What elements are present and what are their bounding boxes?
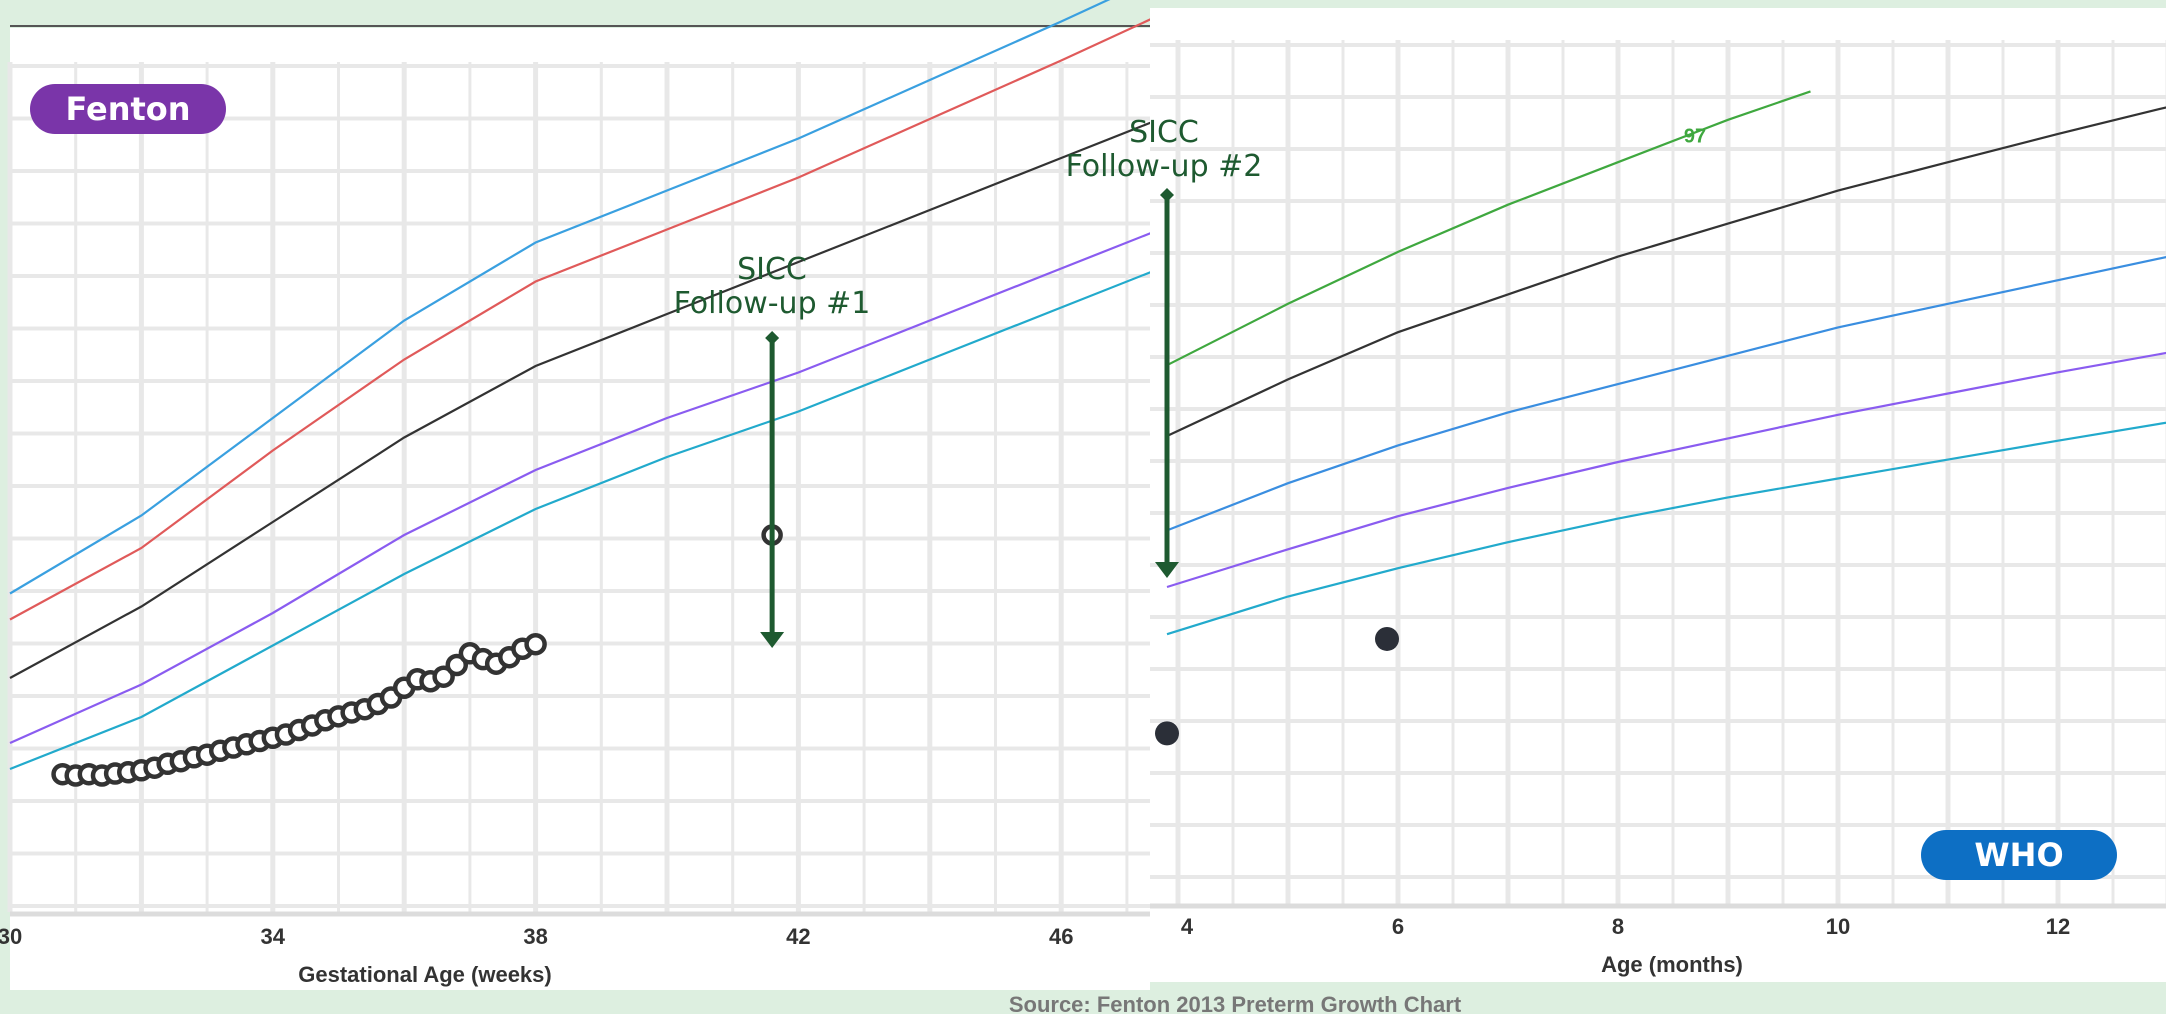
fenton-x-tick-label: 46	[1049, 924, 1073, 949]
fenton-chart-panel: 30 34 38 42 46 Gestational Age (weeks)	[0, 0, 1161, 990]
who-measurement-point	[1375, 626, 1399, 651]
source-caption: Source: Fenton 2013 Preterm Growth Chart	[1009, 992, 1462, 1014]
who-curve-label-97: 97	[1684, 125, 1706, 147]
fenton-curve-5	[9, 267, 1161, 771]
fenton-measurement-points	[51, 524, 783, 787]
fenton-curve-1	[9, 0, 1111, 595]
fenton-x-tick-label: 30	[0, 924, 22, 949]
fenton-percentile-curves	[9, 0, 1161, 771]
who-x-tick-label: 8	[1612, 914, 1624, 939]
who-corner-background	[1560, 982, 2166, 1014]
who-plot-background	[1150, 8, 2166, 982]
follow-up-arrows	[760, 188, 1179, 648]
follow-up-2-arrow-head	[1155, 562, 1179, 578]
fenton-badge: Fenton	[30, 84, 226, 134]
fenton-x-tick-labels: 30 34 38 42 46	[0, 924, 1073, 949]
fenton-x-tick-label: 34	[261, 924, 286, 949]
who-curve-5	[1166, 421, 2166, 636]
fenton-curve-2	[9, 14, 1161, 621]
fenton-curve-3	[9, 117, 1161, 679]
fenton-plot-background	[10, 28, 1150, 990]
who-curve-2	[1166, 106, 2166, 437]
sicc-follow-up-2-line1: SICC	[1129, 115, 1199, 150]
sicc-follow-up-1-line1: SICC	[737, 252, 807, 287]
who-x-tick-labels: 4 6 8 10 12	[1181, 914, 2070, 939]
who-curve-1	[1166, 90, 1811, 367]
who-x-tick-label: 6	[1392, 914, 1404, 939]
fenton-x-axis-label: Gestational Age (weeks)	[298, 962, 551, 987]
fenton-curve-4	[9, 228, 1161, 745]
who-x-tick-label: 4	[1181, 914, 1194, 939]
fenton-measurement-point	[524, 632, 547, 656]
who-x-tick-label: 12	[2046, 914, 2070, 939]
who-measurement-point	[1155, 721, 1179, 746]
sicc-follow-up-2-line2: Follow-up #2	[1065, 149, 1263, 184]
who-percentile-curves: 9785	[1166, 90, 2166, 636]
who-curve-3	[1166, 255, 2166, 532]
sicc-follow-up-1-line2: Follow-up #1	[673, 286, 871, 321]
who-measurement-points	[1155, 626, 1399, 746]
fenton-x-tick-label: 42	[786, 924, 810, 949]
who-x-tick-label: 10	[1826, 914, 1850, 939]
who-curve-4	[1166, 351, 2166, 589]
follow-up-1-arrow-head	[760, 632, 785, 648]
fenton-x-tick-label: 38	[523, 924, 547, 949]
sicc-follow-up-1-label: SICC Follow-up #1	[674, 253, 871, 321]
who-badge: WHO	[1921, 830, 2117, 880]
sicc-follow-up-2-label: SICC Follow-up #2	[1066, 116, 1263, 184]
who-x-axis-label: Age (months)	[1601, 952, 1743, 977]
